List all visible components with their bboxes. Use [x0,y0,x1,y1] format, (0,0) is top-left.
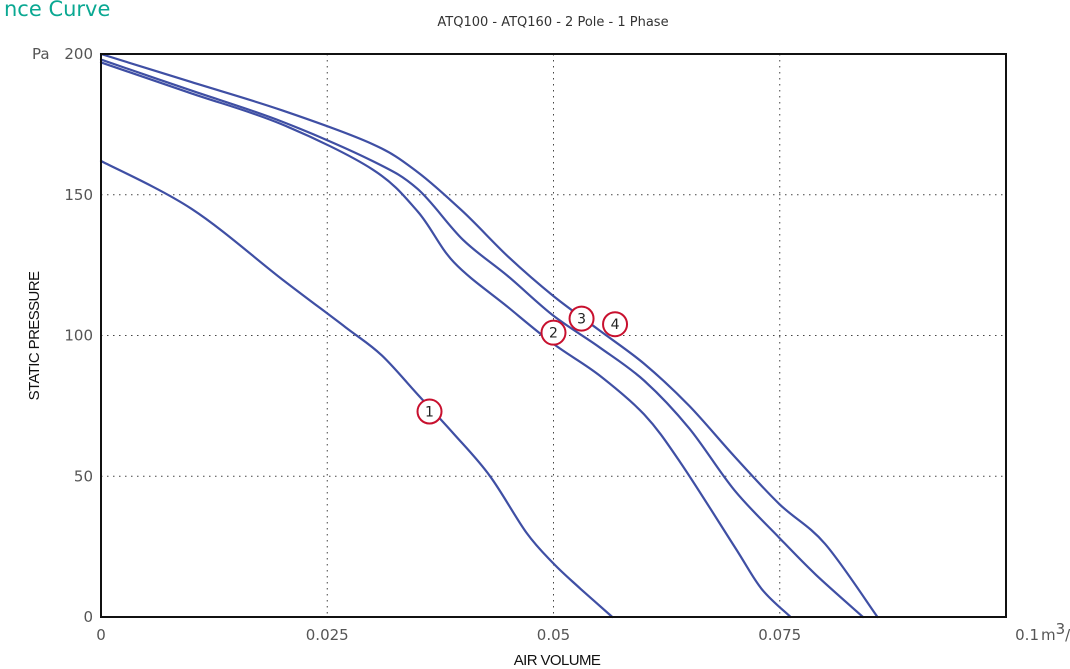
y-tick-label: 150 [64,186,93,204]
y-unit-label: Pa [32,45,50,63]
x-unit-label: m3/s [1041,620,1070,644]
x-axis-ticks: 0 0.025 0.05 0.075 0.1 [96,626,1039,644]
x-tick-label: 0.075 [758,626,801,644]
curve-marker-circle [602,311,629,338]
curve-marker-circle [416,398,443,425]
y-tick-label: 200 [64,45,93,63]
grid-lines [101,54,1006,617]
y-tick-label: 100 [64,327,93,345]
x-tick-label: 0 [96,626,106,644]
curve-marker-2: 2 [540,319,567,346]
curves [99,52,879,619]
curve-marker-circle [568,305,595,332]
curve-marker-4: 4 [602,311,629,338]
curve-2 [99,61,792,619]
plot-frame [100,53,1007,618]
x-axis-label: AIR VOLUME [514,652,601,669]
curve-4 [99,52,879,619]
y-axis-label: STATIC PRESSURE [26,271,43,400]
curve-marker-label: 1 [425,405,434,421]
curve-marker-label: 3 [577,312,586,328]
y-tick-label: 50 [74,467,93,485]
y-axis-ticks: 0 50 100 150 200 [64,45,93,626]
curve-marker-3: 3 [568,305,595,332]
curve-marker-label: 4 [611,317,620,333]
x-tick-label: 0.05 [537,626,570,644]
curve-marker-circle [540,319,567,346]
y-tick-label: 0 [83,608,93,626]
chart-title: ATQ100 - ATQ160 - 2 Pole - 1 Phase [437,15,668,30]
curve-3 [99,58,865,619]
curve-marker-1: 1 [416,398,443,425]
x-tick-label: 0.025 [306,626,349,644]
x-tick-label: 0.1 [1015,626,1039,644]
curve-marker-label: 2 [549,326,558,342]
curve-markers: 1 2 3 4 [416,305,629,425]
page-title: nce Curve [4,0,110,21]
curve-1 [99,159,614,619]
